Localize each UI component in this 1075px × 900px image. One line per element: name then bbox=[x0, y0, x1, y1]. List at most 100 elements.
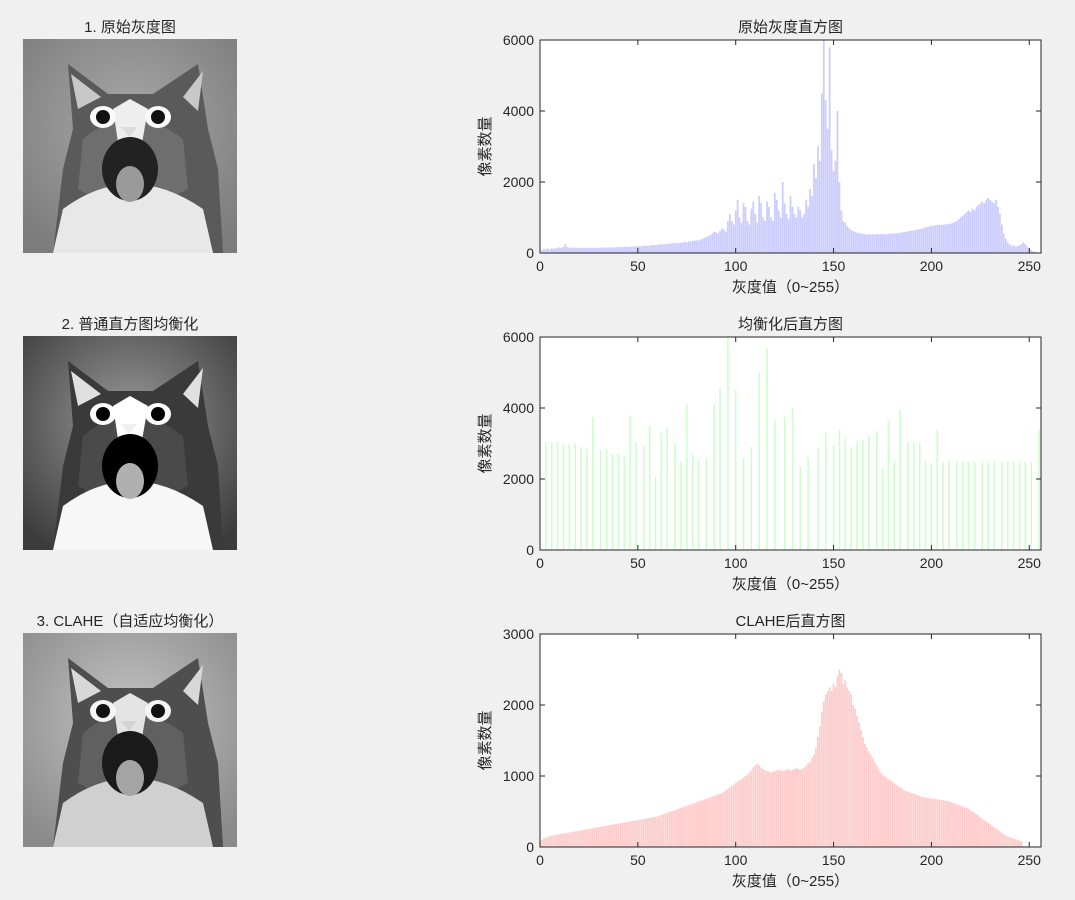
original-histogram-bar bbox=[889, 233, 892, 253]
original-histogram-bar bbox=[744, 206, 747, 253]
original-histogram-bar bbox=[883, 234, 886, 253]
equalized-histogram-bar bbox=[799, 466, 802, 550]
equalized-histogram-y-tick-label: 2000 bbox=[503, 471, 534, 487]
clahe-histogram-bar bbox=[650, 817, 653, 847]
original-histogram-bar bbox=[860, 233, 862, 253]
original-histogram-bar bbox=[777, 210, 780, 253]
clahe-histogram-bar bbox=[1018, 840, 1021, 847]
original-histogram-bar bbox=[916, 229, 919, 253]
clahe-histogram-bar bbox=[781, 771, 784, 847]
original-histogram-bar bbox=[719, 230, 721, 253]
equalized-histogram-x-tick-label: 50 bbox=[630, 555, 646, 571]
clahe-histogram-bar bbox=[703, 799, 706, 847]
clahe-histogram-bar bbox=[1010, 837, 1013, 847]
clahe-histogram-bar bbox=[842, 683, 845, 847]
original-histogram-bar bbox=[907, 231, 909, 253]
original-histogram-bar bbox=[905, 231, 907, 253]
clahe-histogram-bar bbox=[918, 795, 921, 847]
clahe-histogram-bar bbox=[809, 761, 811, 847]
clahe-histogram-y-tick-label: 3000 bbox=[503, 626, 534, 642]
original-histogram-bar bbox=[897, 232, 900, 253]
original-histogram-bar bbox=[546, 248, 549, 253]
clahe-histogram-bar bbox=[603, 826, 606, 847]
clahe-histogram-bar bbox=[946, 800, 948, 847]
equalized-histogram-bar bbox=[1038, 429, 1040, 550]
original-histogram-bar bbox=[809, 189, 811, 253]
original-histogram-bar bbox=[713, 231, 716, 253]
original-histogram-bar bbox=[795, 217, 798, 253]
clahe-histogram-bar bbox=[885, 777, 888, 847]
clahe-histogram-bar bbox=[836, 676, 839, 847]
original-histogram-bar bbox=[912, 230, 915, 253]
clahe-histogram-bar bbox=[636, 820, 639, 847]
clahe-histogram-bar bbox=[623, 822, 626, 847]
clahe-histogram-bar bbox=[883, 776, 886, 847]
original-histogram-y-tick-label: 4000 bbox=[503, 103, 534, 119]
equalized-histogram-bar bbox=[705, 457, 708, 550]
original-histogram-bar bbox=[717, 233, 719, 253]
original-histogram-bar bbox=[619, 247, 622, 253]
equalized-histogram-bar bbox=[611, 454, 614, 550]
equalized-histogram-bar bbox=[666, 427, 669, 550]
clahe-histogram-bar bbox=[997, 829, 999, 847]
clahe-histogram-bar bbox=[582, 829, 584, 847]
clahe-histogram-bar bbox=[848, 690, 851, 847]
clahe-histogram-bar bbox=[1012, 838, 1015, 847]
clahe-histogram-bar bbox=[914, 794, 917, 847]
clahe-histogram-bar bbox=[707, 798, 710, 847]
original-histogram-bar bbox=[568, 247, 571, 253]
clahe-histogram-bar bbox=[952, 802, 954, 847]
original-histogram-bar bbox=[863, 234, 866, 253]
original-histogram-bar bbox=[638, 246, 641, 253]
equalized-histogram-bar bbox=[734, 390, 737, 550]
original-histogram-bar bbox=[940, 224, 943, 253]
clahe-histogram-bar bbox=[895, 784, 898, 847]
equalized-histogram-bar bbox=[648, 425, 651, 550]
equalized-histogram-bar bbox=[713, 404, 715, 550]
equalized-histogram-bar bbox=[973, 461, 976, 550]
original-histogram-bar bbox=[703, 238, 706, 253]
clahe-histogram-bar bbox=[824, 694, 827, 847]
original-histogram-bar bbox=[1034, 251, 1037, 253]
clahe-histogram-bar bbox=[979, 817, 982, 847]
equalized-histogram-bar bbox=[642, 445, 645, 550]
clahe-histogram-bar bbox=[588, 828, 590, 847]
original-histogram-bar bbox=[685, 242, 688, 253]
original-histogram-bar bbox=[993, 203, 995, 253]
equalized-histogram-bar bbox=[844, 438, 847, 550]
original-histogram-bar bbox=[678, 243, 680, 253]
original-histogram-bar bbox=[817, 146, 819, 253]
original-histogram-bar bbox=[681, 242, 684, 253]
original-histogram-bar bbox=[977, 205, 980, 253]
clahe-histogram-bar bbox=[1020, 841, 1023, 847]
clahe-histogram-bar bbox=[957, 805, 960, 847]
clahe-histogram-bar bbox=[546, 837, 549, 847]
original-histogram-bar bbox=[599, 247, 602, 253]
clahe-histogram-bar bbox=[775, 770, 778, 847]
clahe-histogram-x-tick-label: 150 bbox=[822, 852, 846, 868]
clahe-histogram-bar bbox=[558, 834, 561, 847]
clahe-histogram-bar bbox=[762, 768, 764, 847]
clahe-histogram-bar bbox=[869, 754, 872, 847]
original-histogram-bar bbox=[869, 234, 872, 253]
original-histogram-bar bbox=[593, 247, 596, 253]
clahe-histogram-bar bbox=[1014, 839, 1017, 847]
original-histogram-x-tick-label: 0 bbox=[536, 258, 544, 274]
original-histogram-bar bbox=[914, 229, 917, 253]
equalized-histogram-bar bbox=[592, 416, 594, 550]
clahe-histogram-bar bbox=[944, 800, 946, 847]
clahe-histogram-axes-box bbox=[539, 633, 1042, 848]
clahe-histogram-bar bbox=[717, 794, 719, 847]
original-histogram-bar bbox=[560, 248, 563, 253]
clahe-histogram-bar bbox=[922, 797, 925, 847]
equalized-histogram-bar bbox=[862, 439, 864, 550]
original-histogram-bar bbox=[617, 246, 620, 253]
original-histogram-bar bbox=[779, 217, 782, 253]
original-histogram-bar bbox=[965, 212, 968, 253]
original-histogram-bar bbox=[854, 231, 856, 253]
clahe-histogram-bar bbox=[691, 803, 694, 847]
equalized-histogram-bar bbox=[907, 441, 909, 550]
original-histogram-bar bbox=[578, 247, 581, 253]
original-histogram-bar bbox=[955, 221, 958, 253]
equalized-histogram-axes-box bbox=[539, 336, 1042, 551]
